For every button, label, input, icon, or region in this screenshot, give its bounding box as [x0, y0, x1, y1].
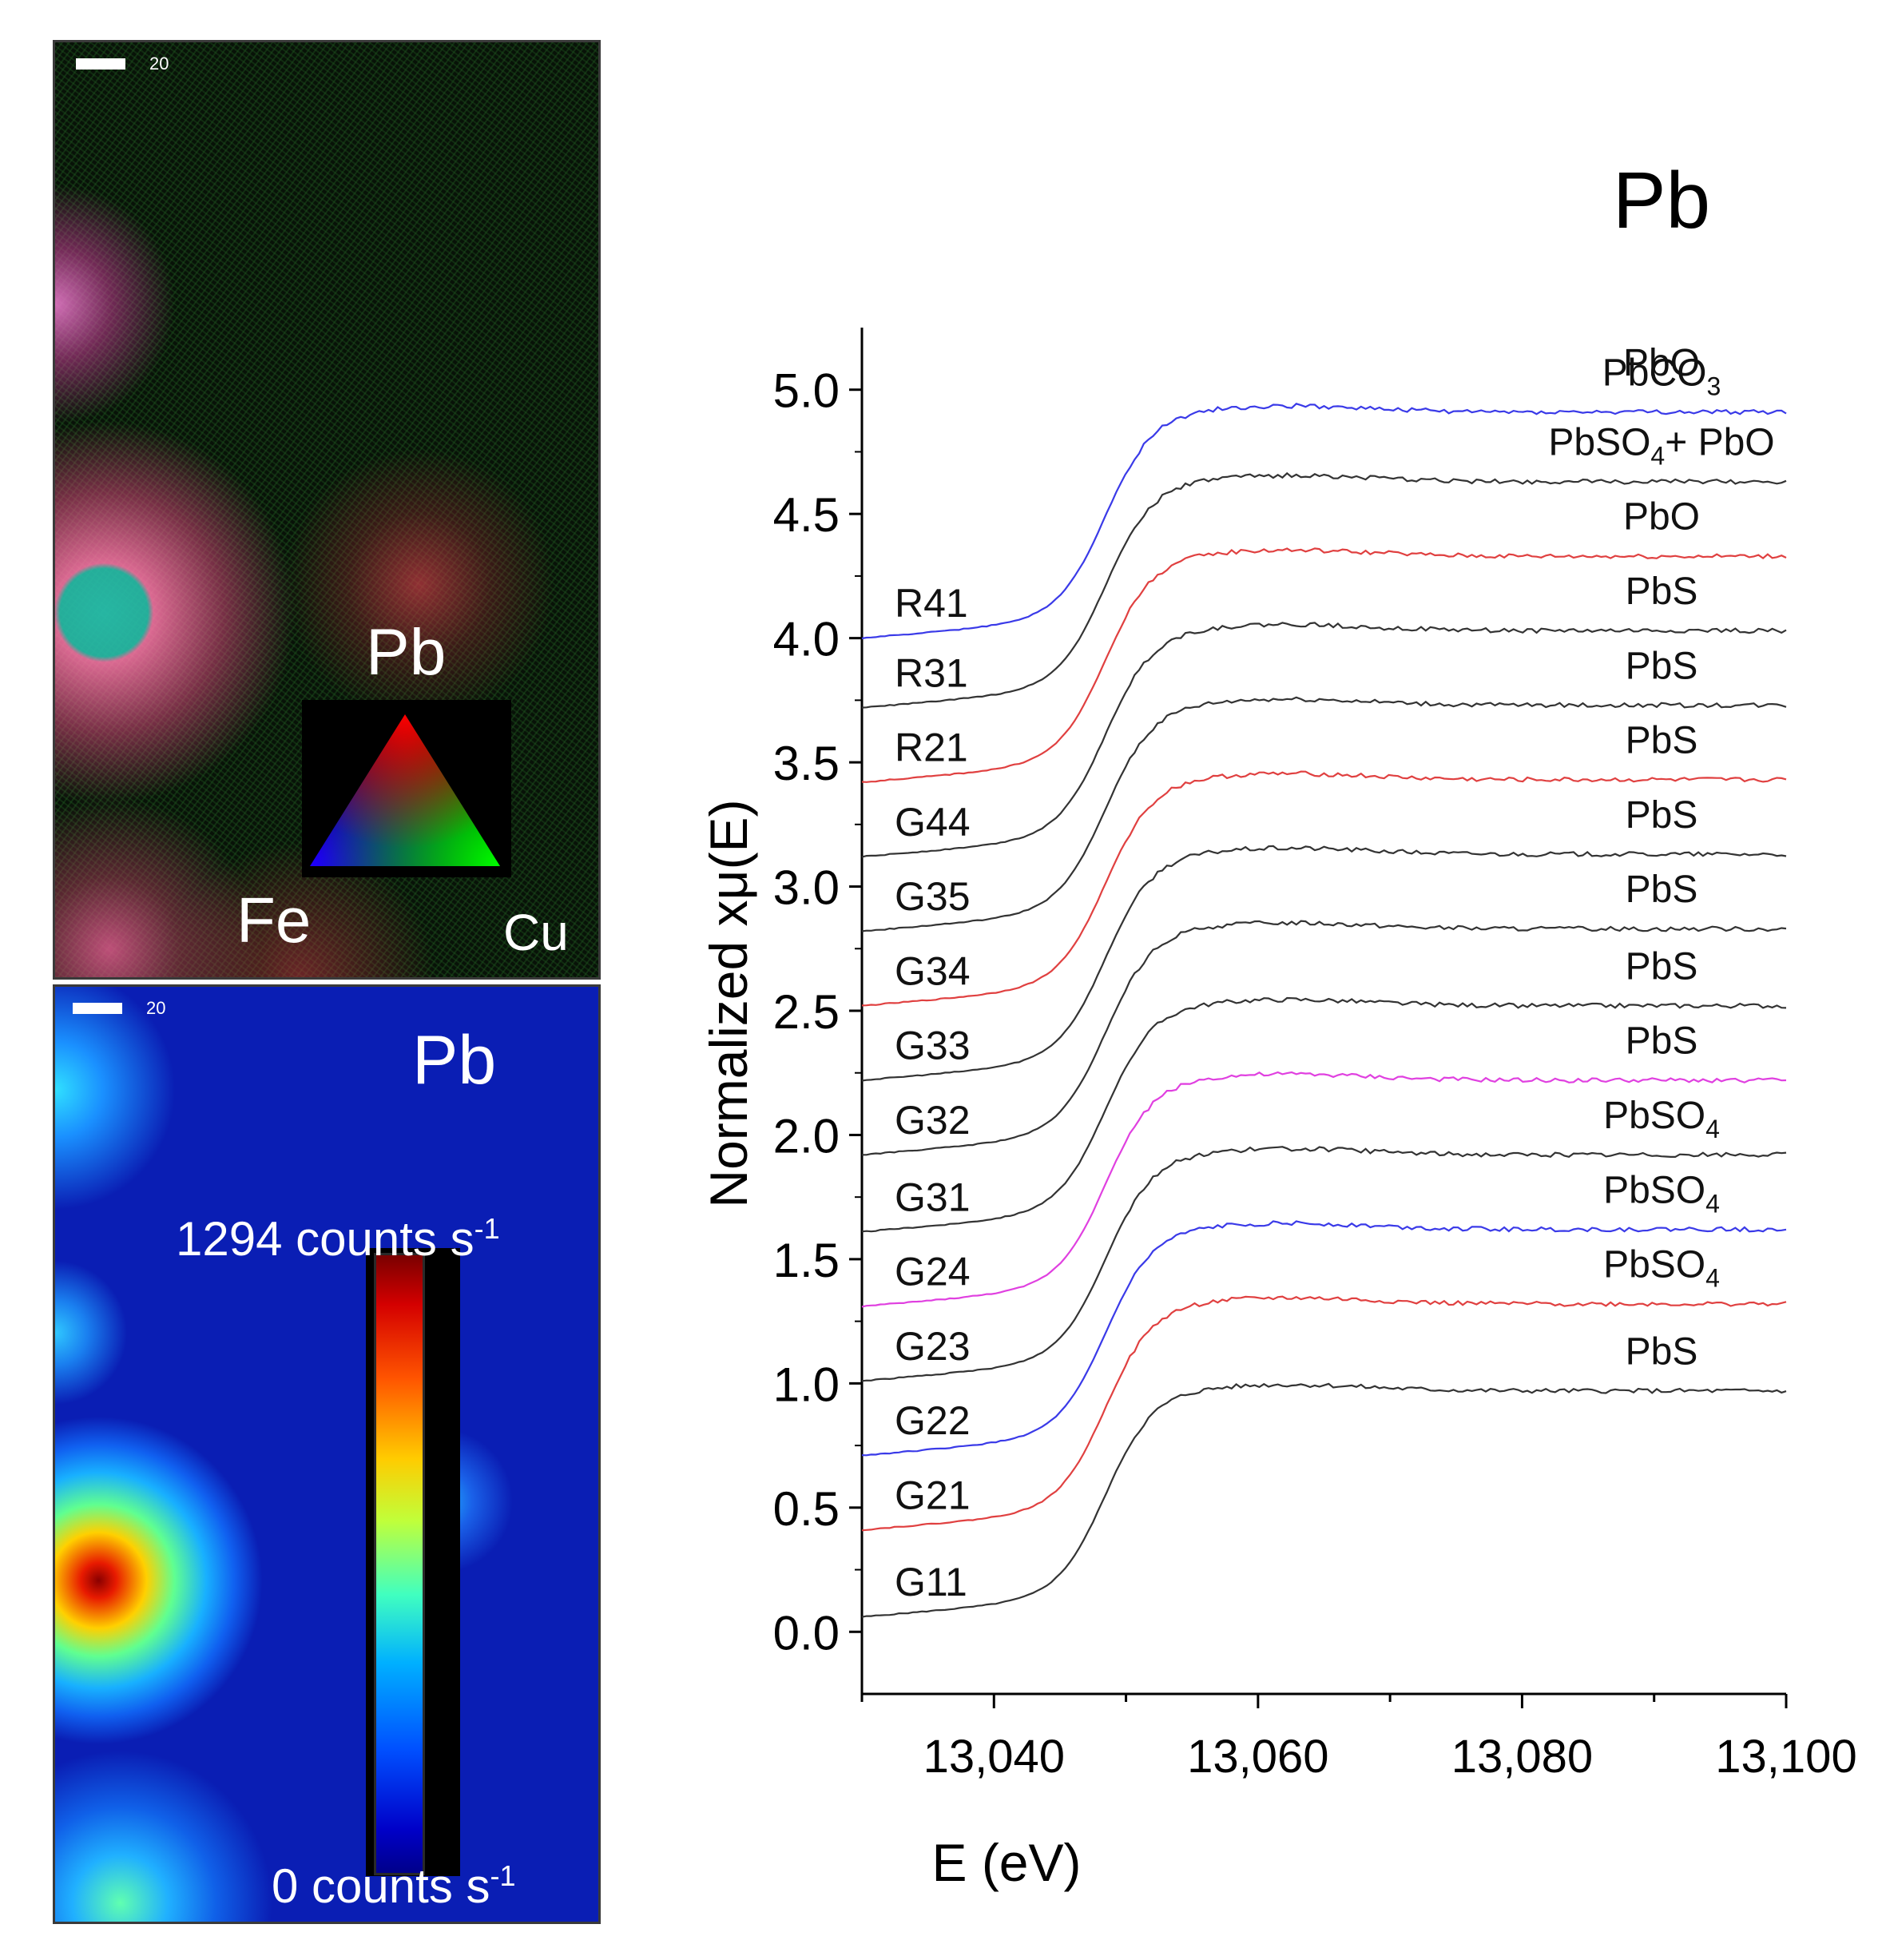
reference-label: PbSO4+ PbO	[1548, 421, 1774, 470]
colorbar	[374, 1253, 425, 1875]
colorbar-min-label: 0 counts s-1	[272, 1859, 516, 1914]
rgb-label-pb: Pb	[366, 616, 447, 689]
series-line-g32	[862, 920, 1787, 1156]
x-tick-label: 13,080	[1451, 1731, 1593, 1783]
y-tick-label: 3.5	[773, 737, 840, 790]
y-tick-label: 2.0	[773, 1109, 840, 1163]
pb-intensity-map: 20	[53, 984, 601, 1924]
series-line-r21	[861, 547, 1787, 783]
series-line-g24	[861, 1071, 1787, 1308]
reference-subscript: 4	[1705, 1264, 1720, 1293]
series-layer	[861, 403, 1787, 1618]
scale-bar	[73, 1003, 122, 1014]
colorbar-min-exp: -1	[490, 1859, 516, 1892]
colorbar-max-label: 1294 counts s-1	[176, 1211, 500, 1266]
series-label: G34	[895, 948, 971, 993]
series-label: G33	[895, 1024, 971, 1068]
reference-label: PbS	[1626, 571, 1698, 613]
rgb-label-fe: Fe	[236, 885, 312, 956]
reference-label: PbSO4	[1603, 1244, 1720, 1293]
series-line-r41	[861, 403, 1787, 640]
series-line-g23	[861, 1146, 1787, 1382]
series-line-g33	[861, 845, 1787, 1082]
scale-bar-label: 20	[149, 54, 169, 74]
color-triangle-legend	[302, 700, 511, 877]
x-axis-label: E (eV)	[931, 1833, 1081, 1892]
y-tick-label: 3.0	[773, 861, 840, 915]
series-label: G22	[895, 1398, 971, 1443]
y-tick-label: 0.5	[773, 1482, 840, 1536]
reference-label-top: PbO	[1623, 342, 1700, 384]
series-line-g21	[861, 1295, 1787, 1532]
series-label: G24	[895, 1250, 971, 1294]
axes: 0.0 0.5 1.0 1.5 2.0 2.5 3.0 3.5 4.0 4.5 5.0 13,040 1…	[773, 328, 1857, 1783]
y-tick-label: 1.0	[773, 1358, 840, 1411]
reference-subscript: 4	[1705, 1189, 1720, 1218]
series-label: G11	[895, 1560, 967, 1604]
scale-bar	[76, 58, 125, 70]
colorbar-max-unit: counts s	[296, 1212, 474, 1266]
y-tick-label: 1.5	[773, 1234, 840, 1287]
colorbar-min-unit: counts s	[312, 1859, 490, 1913]
series-line-g31	[861, 996, 1787, 1233]
series-label: G44	[895, 800, 971, 845]
series-label: G23	[895, 1324, 971, 1369]
colorbar-min-value: 0	[272, 1859, 299, 1913]
colorbar-max-value: 1294	[176, 1212, 283, 1266]
x-tick-label: 13,040	[923, 1731, 1065, 1783]
reference-label: PbS	[1626, 945, 1698, 988]
series-label: G31	[895, 1175, 971, 1219]
xanes-chart: Pb 0.0 0.5 1.0 1.5 2.0 2.5 3.0 3.5 4.0 4.5 5.0 13,0…	[699, 160, 1857, 1892]
reference-label: PbS	[1626, 645, 1698, 687]
reference-label: PbO	[1623, 496, 1700, 539]
reference-subscript: 3	[1706, 372, 1721, 400]
color-triangle	[310, 714, 500, 866]
series-line-g22	[861, 1220, 1787, 1457]
y-axis-label: Normalized xμ(E)	[699, 799, 758, 1207]
series-label: G21	[895, 1473, 971, 1517]
reference-label: PbS	[1626, 794, 1698, 837]
series-label: R41	[895, 581, 968, 626]
reference-subscript: 4	[1650, 441, 1665, 470]
y-tick-label: 0.0	[773, 1606, 840, 1660]
series-line-r31	[861, 471, 1787, 709]
colorbar-max-exp: -1	[474, 1212, 500, 1245]
series-line-g34	[861, 770, 1787, 1007]
series-line-g35	[861, 696, 1787, 932]
reference-label: PbCO3	[1602, 352, 1721, 400]
reference-label: PbS	[1626, 1330, 1698, 1373]
reference-label: PbSO4	[1603, 1095, 1720, 1143]
x-tick-label: 13,100	[1715, 1731, 1856, 1783]
reference-subscript: 4	[1705, 1115, 1720, 1143]
chart-title: Pb	[1613, 160, 1710, 245]
reference-label: PbS	[1626, 720, 1698, 762]
series-line-g44	[861, 622, 1787, 858]
x-tick-label: 13,060	[1187, 1731, 1328, 1783]
series-label: G35	[895, 874, 971, 919]
rgb-element-map: 20	[53, 40, 601, 980]
y-tick-label: 4.5	[773, 488, 840, 542]
rgb-label-cu: Cu	[503, 904, 569, 961]
labels-layer: G11 PbS G21 PbSO4 G22 PbSO4 G23 PbSO4 G24 PbS G31 P…	[895, 342, 1775, 1604]
series-label: G32	[895, 1098, 971, 1143]
pb-map-title: Pb	[412, 1022, 497, 1099]
scale-bar-label: 20	[146, 998, 166, 1018]
y-tick-label: 4.0	[773, 613, 840, 666]
series-label: R21	[895, 726, 968, 770]
series-label: R31	[895, 650, 968, 695]
reference-rest: + PbO	[1665, 421, 1774, 463]
reference-label: PbS	[1626, 869, 1698, 911]
y-tick-label: 2.5	[773, 985, 840, 1039]
reference-label: PbSO4	[1603, 1169, 1720, 1218]
series-line-g11	[861, 1382, 1787, 1618]
reference-label: PbS	[1626, 1020, 1698, 1063]
y-tick-label: 5.0	[773, 364, 840, 418]
